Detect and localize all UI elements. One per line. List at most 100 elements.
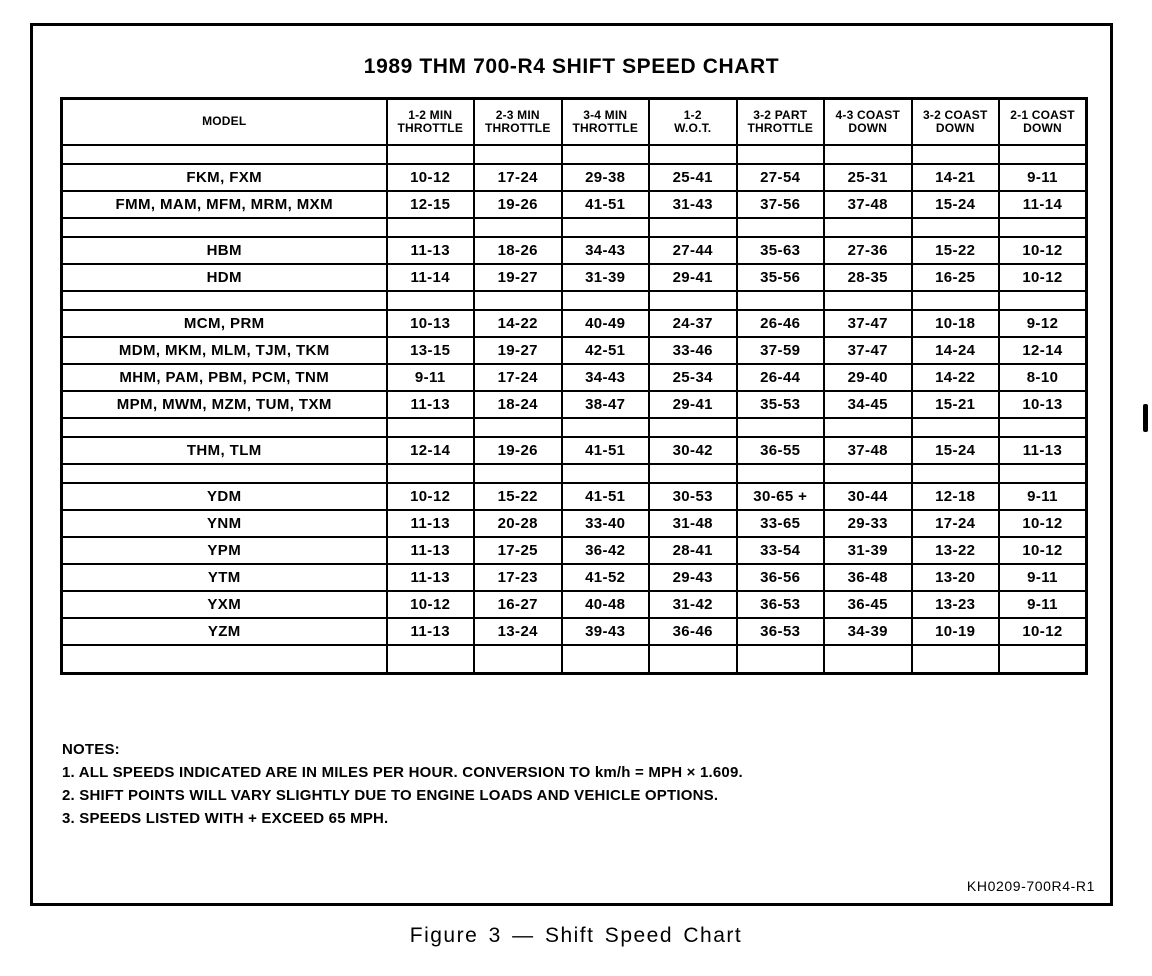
- note-line-1: 1. ALL SPEEDS INDICATED ARE IN MILES PER…: [62, 764, 743, 781]
- value-cell: 17-23: [473, 563, 563, 592]
- empty-cell: [823, 144, 913, 165]
- table-row: THM, TLM 12-14 19-26 41-51 30-42 36-55 37-48 15…: [60, 436, 1088, 465]
- value-cell: 19-26: [473, 190, 563, 219]
- empty-cell: [910, 217, 1000, 238]
- empty-cell: [998, 463, 1088, 484]
- empty-cell: [560, 144, 650, 165]
- model-cell: YXM: [60, 590, 388, 619]
- empty-cell: [823, 463, 913, 484]
- value-cell: 9-11: [385, 363, 475, 392]
- value-cell: 12-14: [385, 436, 475, 465]
- spacer-row: [60, 417, 1088, 438]
- empty-cell: [473, 644, 563, 675]
- column-header: 3-4 MIN THROTTLE: [560, 97, 650, 146]
- value-cell: 25-41: [648, 163, 738, 192]
- scan-edge-artifact: [1143, 404, 1148, 432]
- column-header: 2-1 COAST DOWN: [998, 97, 1088, 146]
- empty-cell: [648, 417, 738, 438]
- column-header: 4-3 COAST DOWN: [823, 97, 913, 146]
- value-cell: 31-48: [648, 509, 738, 538]
- note-line-3: 3. SPEEDS LISTED WITH + EXCEED 65 MPH.: [62, 810, 389, 827]
- value-cell: 33-40: [560, 509, 650, 538]
- value-cell: 11-13: [385, 536, 475, 565]
- value-cell: 30-53: [648, 482, 738, 511]
- empty-cell: [473, 463, 563, 484]
- table-row: YXM 10-12 16-27 40-48 31-42 36-53 36-45 13-23 9-…: [60, 590, 1088, 619]
- model-cell: MPM, MWM, MZM, TUM, TXM: [60, 390, 388, 419]
- value-cell: 9-11: [998, 590, 1088, 619]
- value-cell: 11-14: [998, 190, 1088, 219]
- empty-cell: [910, 463, 1000, 484]
- model-cell: YTM: [60, 563, 388, 592]
- value-cell: 10-12: [998, 509, 1088, 538]
- value-cell: 8-10: [998, 363, 1088, 392]
- value-cell: 40-48: [560, 590, 650, 619]
- value-cell: 36-56: [735, 563, 825, 592]
- value-cell: 41-52: [560, 563, 650, 592]
- value-cell: 16-25: [910, 263, 1000, 292]
- empty-cell: [60, 463, 388, 484]
- empty-cell: [735, 144, 825, 165]
- value-cell: 31-39: [823, 536, 913, 565]
- value-cell: 10-12: [998, 617, 1088, 646]
- value-cell: 13-15: [385, 336, 475, 365]
- page-title: 1989 THM 700-R4 SHIFT SPEED CHART: [363, 55, 780, 78]
- column-header: 2-3 MIN THROTTLE: [473, 97, 563, 146]
- value-cell: 9-11: [998, 563, 1088, 592]
- document-code: KH0209-700R4-R1: [966, 878, 1095, 894]
- model-cell: MDM, MKM, MLM, TJM, TKM: [60, 336, 388, 365]
- table-row: YNM 11-13 20-28 33-40 31-48 33-65 29-33 17-24 10…: [60, 509, 1088, 538]
- model-cell: FKM, FXM: [60, 163, 388, 192]
- value-cell: 41-51: [560, 482, 650, 511]
- empty-cell: [823, 644, 913, 675]
- model-cell: YNM: [60, 509, 388, 538]
- value-cell: 28-35: [823, 263, 913, 292]
- empty-cell: [998, 217, 1088, 238]
- value-cell: 24-37: [648, 309, 738, 338]
- value-cell: 18-26: [473, 236, 563, 265]
- empty-cell: [998, 417, 1088, 438]
- spacer-row: [60, 217, 1088, 238]
- value-cell: 15-22: [910, 236, 1000, 265]
- table-row: YDM 10-12 15-22 41-51 30-53 30-65 +30-44 12-18…: [60, 482, 1088, 511]
- empty-cell: [823, 217, 913, 238]
- value-cell: 17-24: [910, 509, 1000, 538]
- value-cell: 13-24: [473, 617, 563, 646]
- value-cell: 15-24: [910, 190, 1000, 219]
- value-cell: 37-59: [735, 336, 825, 365]
- value-cell: 36-45: [823, 590, 913, 619]
- value-cell: 37-47: [823, 309, 913, 338]
- header-row: MODEL 1-2 MIN THROTTLE 2-3 MIN THROTTLE 3-4 M…: [60, 97, 1088, 146]
- empty-cell: [60, 417, 388, 438]
- value-cell: 35-56: [735, 263, 825, 292]
- value-cell: 17-24: [473, 163, 563, 192]
- model-cell: HBM: [60, 236, 388, 265]
- value-cell: 30-44: [823, 482, 913, 511]
- empty-cell: [473, 217, 563, 238]
- value-cell: 29-41: [648, 390, 738, 419]
- table-row: HDM 11-14 19-27 31-39 29-41 35-56 28-35 16-25 10…: [60, 263, 1088, 292]
- empty-cell: [735, 290, 825, 311]
- value-cell: 35-63: [735, 236, 825, 265]
- value-cell: 12-14: [998, 336, 1088, 365]
- notes-heading: NOTES:: [62, 741, 120, 758]
- table-row: FKM, FXM 10-12 17-24 29-38 25-41 27-54 25-31 14…: [60, 163, 1088, 192]
- model-cell: HDM: [60, 263, 388, 292]
- value-cell: 29-40: [823, 363, 913, 392]
- value-cell: 11-13: [385, 563, 475, 592]
- value-cell: 34-43: [560, 363, 650, 392]
- table-row: YPM 11-13 17-25 36-42 28-41 33-54 31-39 13-22 10…: [60, 536, 1088, 565]
- value-cell: 28-41: [648, 536, 738, 565]
- value-cell: 33-54: [735, 536, 825, 565]
- value-cell: 10-12: [998, 236, 1088, 265]
- value-cell: 17-25: [473, 536, 563, 565]
- value-cell: 26-44: [735, 363, 825, 392]
- value-cell: 33-65: [735, 509, 825, 538]
- empty-cell: [998, 144, 1088, 165]
- model-cell: YZM: [60, 617, 388, 646]
- table-row: FMM, MAM, MFM, MRM, MXM 12-15 19-26 41-51 31…: [60, 190, 1088, 219]
- value-cell: 37-48: [823, 190, 913, 219]
- empty-cell: [560, 644, 650, 675]
- value-cell: 13-22: [910, 536, 1000, 565]
